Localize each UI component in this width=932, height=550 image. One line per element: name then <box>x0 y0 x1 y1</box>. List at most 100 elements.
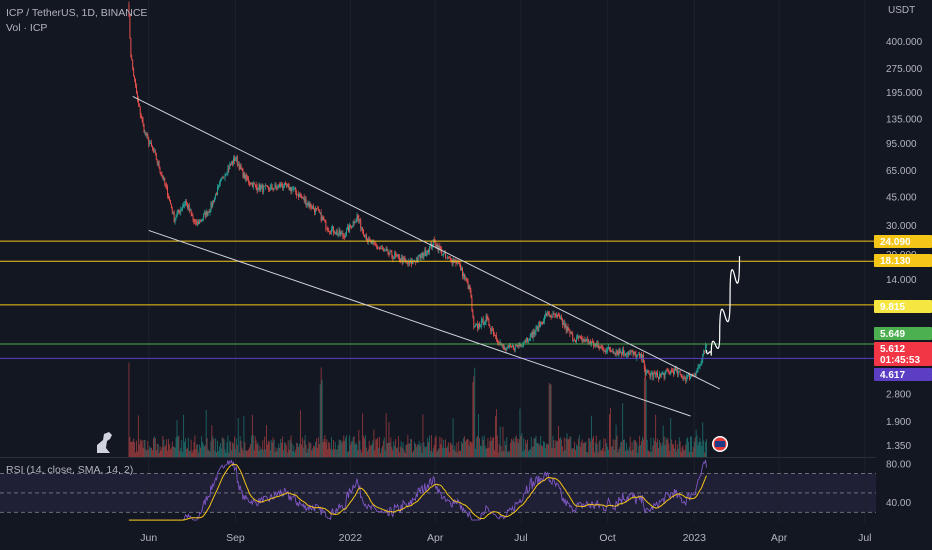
volume-bar <box>466 438 468 457</box>
volume-bar <box>592 438 593 457</box>
volume-bar <box>496 435 498 457</box>
tradingview-logo-icon <box>97 432 112 453</box>
badge-level-9815[interactable] <box>874 300 932 313</box>
volume-bar <box>646 439 648 457</box>
volume-bar <box>647 450 649 457</box>
candle-body <box>496 339 498 342</box>
volume-bar <box>662 425 664 457</box>
time-tick-label: Oct <box>599 532 615 544</box>
volume-bar <box>498 444 500 457</box>
volume-bar <box>376 439 378 457</box>
candle-body <box>582 339 584 342</box>
candle-body <box>571 332 573 334</box>
candle-body <box>579 336 581 338</box>
candle-body <box>348 224 350 232</box>
candle-body <box>604 351 606 353</box>
candle-body <box>325 220 327 229</box>
volume-bar <box>575 449 577 457</box>
candle-body <box>623 349 625 354</box>
candle-body <box>512 345 514 350</box>
projection-curve[interactable] <box>705 256 741 356</box>
volume-bar <box>640 444 642 457</box>
trendline[interactable] <box>132 95 720 390</box>
badge-countdown[interactable] <box>874 353 932 366</box>
volume-bar <box>169 449 171 457</box>
trendline[interactable] <box>148 229 691 417</box>
candle-body <box>503 346 505 350</box>
candle-body <box>259 184 261 191</box>
candle-body <box>674 368 676 371</box>
volume-bar <box>248 449 250 457</box>
volume-bar <box>320 367 322 457</box>
badge-level-4617[interactable] <box>874 368 932 381</box>
volume-bar <box>560 437 561 457</box>
price-tick-label: 30.000 <box>886 221 917 232</box>
candle-body <box>377 247 379 249</box>
volume-bar <box>449 442 451 457</box>
volume-bar <box>420 443 422 457</box>
volume-bar <box>203 446 205 457</box>
candle-body <box>463 273 465 278</box>
candle-body <box>196 222 198 226</box>
volume-bar <box>429 450 431 457</box>
candle-body <box>476 324 478 325</box>
symbol-title[interactable]: ICP / TetherUS, 1D, BINANCE <box>6 7 148 19</box>
candle-body <box>278 184 280 186</box>
candle-body <box>594 344 596 347</box>
candle-body <box>211 203 213 207</box>
volume-bar <box>519 408 521 457</box>
volume-bar <box>669 451 671 457</box>
volume-bar <box>222 437 224 457</box>
candle-body <box>441 249 443 256</box>
candle-body <box>228 167 230 170</box>
candle-body <box>545 313 547 317</box>
price-tick-label: 400.000 <box>886 37 923 48</box>
volume-bar <box>226 442 228 457</box>
volume-bar <box>270 439 272 457</box>
candle-body <box>567 327 569 330</box>
candle-body <box>584 340 586 342</box>
volume-bar <box>673 444 674 457</box>
candle-body <box>162 175 164 180</box>
volume-legend[interactable]: Vol · ICP <box>6 22 48 34</box>
volume-bar <box>484 445 486 457</box>
volume-bar <box>178 436 180 457</box>
candle-body <box>521 346 523 347</box>
volume-bar <box>663 436 665 457</box>
candle-body <box>363 230 365 235</box>
candle-body <box>627 352 629 355</box>
candle-body <box>293 188 295 190</box>
volume-bar <box>214 450 216 457</box>
candle-body <box>254 184 256 186</box>
candle-body <box>543 320 544 324</box>
volume-bar <box>488 447 490 457</box>
volume-bar <box>220 448 222 457</box>
volume-bar <box>699 437 701 457</box>
time-tick-label: Apr <box>771 532 788 544</box>
volume-bar <box>635 440 637 457</box>
candle-body <box>250 182 252 185</box>
volume-bar <box>518 439 520 457</box>
volume-bar <box>345 437 347 457</box>
candle-body <box>236 157 238 165</box>
badge-level-24090[interactable] <box>874 235 932 248</box>
candle-body <box>165 183 167 185</box>
rsi-legend[interactable]: RSI (14, close, SMA, 14, 2) <box>6 464 134 476</box>
volume-bar <box>304 435 306 457</box>
badge-level-18130[interactable] <box>874 254 932 267</box>
candle-body <box>659 374 661 376</box>
candle-body <box>417 255 419 261</box>
candle-body <box>310 203 312 208</box>
candle-body <box>136 93 138 100</box>
badge-last-price[interactable] <box>874 342 932 355</box>
candle-body <box>647 371 649 373</box>
candle-body <box>342 232 344 236</box>
volume-bar <box>628 447 630 457</box>
candle-body <box>508 345 510 347</box>
badge-level-5649[interactable] <box>874 327 932 340</box>
candle-body <box>592 341 593 343</box>
candle-body <box>477 324 479 329</box>
volume-bar <box>368 440 370 457</box>
volume-bar <box>470 441 472 457</box>
